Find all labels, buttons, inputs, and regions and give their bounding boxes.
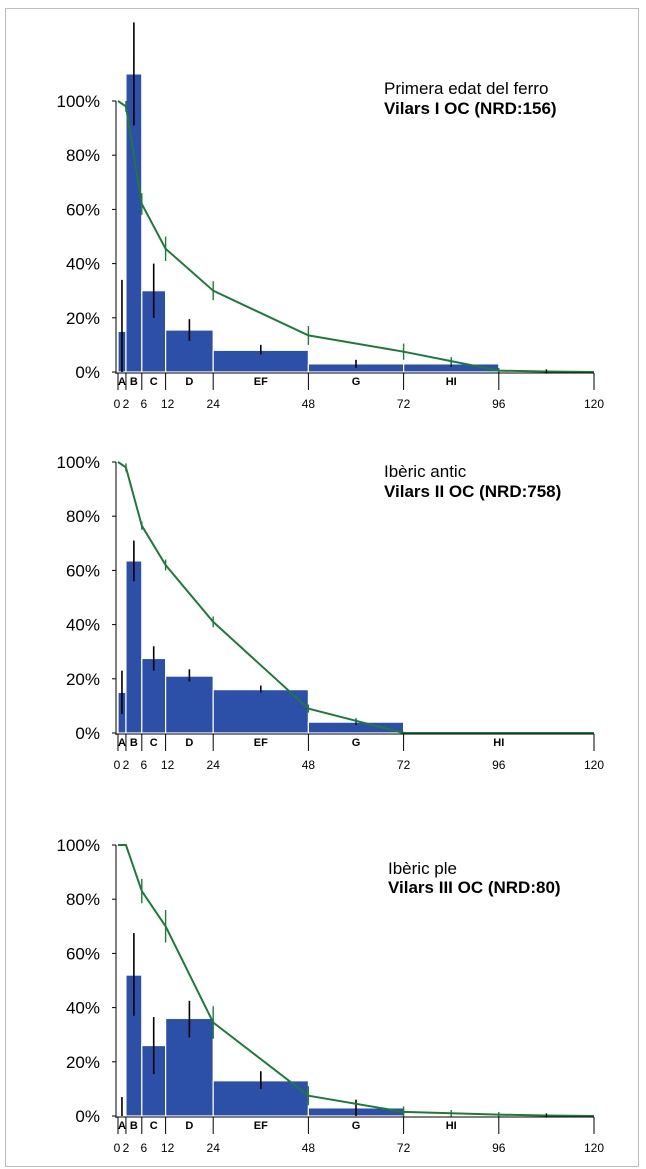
x-tick-label: 24 [207, 397, 221, 411]
age-class-label-HI: HI [446, 376, 457, 388]
age-class-label-G: G [352, 1120, 361, 1132]
y-tick-label: 20% [66, 1053, 100, 1072]
x-tick-label: 2 [123, 1141, 130, 1155]
chart-panel-1: 0% 20% 40% 60% 80% 100% A B C D EF G HI 0 2 6 12 24 48 72 96… [57, 22, 604, 411]
age-class-label-D: D [185, 376, 193, 388]
x-tick-label: 120 [584, 758, 604, 772]
x-tick-label: 96 [492, 1141, 506, 1155]
chart-panel-2: 0% 20% 40% 60% 80% 100% A B C D EF G HI 0 2 6 12 24 48 72 96… [57, 453, 605, 772]
age-class-label-B: B [130, 737, 138, 749]
y-tick-label: 60% [66, 944, 100, 963]
x-tick-label: 6 [140, 758, 147, 772]
age-class-label-B: B [130, 1120, 138, 1132]
y-tick-label: 20% [66, 309, 100, 328]
x-tick-label: 48 [302, 758, 316, 772]
x-tick-label: 48 [302, 397, 316, 411]
x-tick-label: 72 [397, 758, 411, 772]
age-class-label-EF: EF [254, 737, 268, 749]
x-tick-label: 48 [302, 1141, 316, 1155]
x-tick-label: 6 [140, 1141, 147, 1155]
y-tick-label: 40% [66, 616, 100, 635]
bar-B [125, 560, 143, 734]
age-class-label-A: A [118, 1120, 126, 1132]
x-tick-label: 2 [123, 397, 130, 411]
age-class-label-HI: HI [446, 1120, 457, 1132]
chart-title: Primera edat del ferro [384, 79, 548, 98]
age-class-label-D: D [185, 737, 193, 749]
x-tick-label: 0 [114, 758, 121, 772]
x-tick-label: 12 [161, 1141, 175, 1155]
chart-panel-3: 0% 20% 40% 60% 80% 100% A B C D EF G HI 0 2 6 12 24 48 72 96… [57, 836, 605, 1155]
x-tick-label: 72 [397, 397, 411, 411]
bar-D [165, 675, 214, 734]
y-tick-label: 60% [66, 561, 100, 580]
y-tick-label: 40% [66, 999, 100, 1018]
chart-subtitle: Vilars II OC (NRD:758) [384, 482, 561, 501]
x-tick-label: 72 [397, 1141, 411, 1155]
y-tick-label: 60% [66, 200, 100, 219]
x-tick-label: 120 [584, 1141, 604, 1155]
x-tick-label: 12 [161, 397, 175, 411]
x-tick-label: 2 [123, 758, 130, 772]
age-class-label-C: C [150, 737, 158, 749]
age-class-label-C: C [150, 376, 158, 388]
y-tick-label: 0% [75, 724, 100, 743]
figure-frame [5, 8, 639, 1167]
y-tick-label: 40% [66, 255, 100, 274]
chart-title: Ibèric antic [384, 462, 467, 481]
age-class-label-C: C [150, 1120, 158, 1132]
y-tick-label: 100% [57, 453, 100, 472]
y-tick-label: 100% [57, 92, 100, 111]
age-class-label-D: D [185, 1120, 193, 1132]
age-class-label-G: G [352, 737, 361, 749]
x-tick-label: 24 [207, 1141, 221, 1155]
chart-title: Ibèric ple [388, 859, 457, 878]
y-tick-label: 80% [66, 146, 100, 165]
x-tick-label: 0 [114, 1141, 121, 1155]
x-tick-label: 0 [114, 397, 121, 411]
y-tick-label: 80% [66, 890, 100, 909]
y-tick-label: 80% [66, 507, 100, 526]
chart-subtitle: Vilars I OC (NRD:156) [384, 99, 557, 118]
y-tick-label: 20% [66, 670, 100, 689]
x-tick-label: 96 [492, 758, 506, 772]
y-tick-label: 0% [75, 363, 100, 382]
chart-subtitle: Vilars III OC (NRD:80) [388, 878, 561, 897]
y-tick-label: 100% [57, 836, 100, 855]
age-class-label-A: A [118, 737, 126, 749]
x-tick-label: 96 [492, 397, 506, 411]
age-class-label-HI: HI [493, 737, 504, 749]
x-tick-label: 12 [161, 758, 175, 772]
age-class-label-B: B [130, 376, 138, 388]
age-class-label-EF: EF [254, 1120, 268, 1132]
x-tick-label: 6 [140, 397, 147, 411]
x-tick-label: 24 [207, 758, 221, 772]
survival-curve [117, 461, 594, 734]
y-tick-label: 0% [75, 1107, 100, 1126]
age-class-label-G: G [352, 376, 361, 388]
age-class-label-EF: EF [254, 376, 268, 388]
x-tick-label: 120 [584, 397, 604, 411]
age-class-label-A: A [118, 376, 126, 388]
